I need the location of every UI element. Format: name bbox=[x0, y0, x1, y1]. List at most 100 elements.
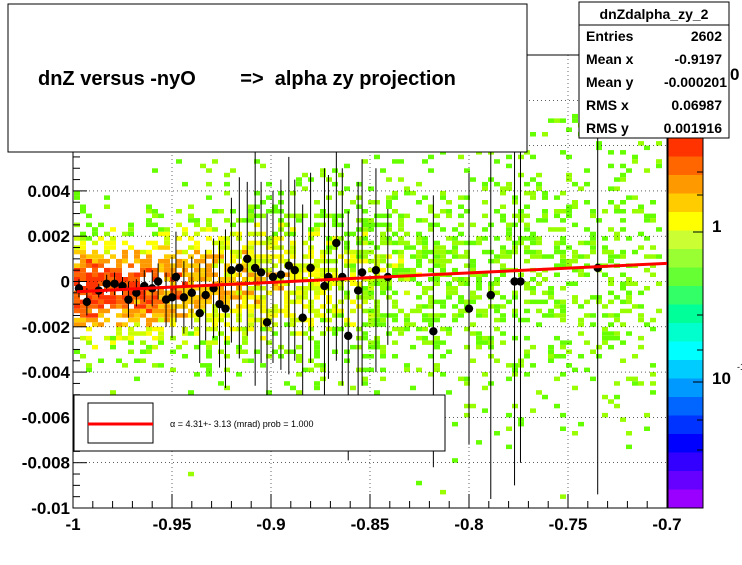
density-cell bbox=[74, 349, 80, 354]
density-cell bbox=[98, 322, 104, 327]
density-cell bbox=[332, 267, 338, 273]
density-cell bbox=[206, 354, 212, 359]
density-cell bbox=[506, 376, 512, 382]
density-cell bbox=[320, 367, 326, 373]
density-cell bbox=[614, 331, 620, 336]
density-cell bbox=[206, 272, 212, 277]
density-cell bbox=[602, 249, 608, 255]
profile-point bbox=[306, 263, 315, 273]
density-cell bbox=[638, 209, 644, 214]
density-cell bbox=[374, 299, 380, 305]
density-cell bbox=[110, 236, 116, 241]
palette-cell bbox=[668, 156, 703, 176]
density-cell bbox=[128, 313, 134, 318]
density-cell bbox=[272, 308, 278, 314]
density-cell bbox=[638, 335, 644, 341]
title-box: dnZ versus -nyO => alpha zy projection bbox=[7, 3, 528, 153]
density-cell bbox=[464, 403, 470, 409]
density-cell bbox=[494, 358, 500, 363]
density-cell bbox=[374, 263, 380, 268]
density-cell bbox=[344, 186, 350, 191]
density-cell bbox=[482, 186, 488, 191]
density-cell bbox=[152, 209, 158, 214]
density-cell bbox=[74, 195, 80, 200]
stats-entries-value: 2602 bbox=[691, 28, 722, 44]
density-cell bbox=[590, 209, 596, 214]
palette-cell bbox=[668, 323, 703, 342]
density-cell bbox=[368, 317, 374, 323]
x-tick-label: -0.95 bbox=[153, 515, 192, 534]
density-cell bbox=[176, 222, 182, 228]
profile-point bbox=[268, 272, 278, 282]
palette-cell bbox=[668, 397, 703, 416]
density-cell bbox=[566, 209, 572, 214]
density-cell bbox=[332, 331, 338, 336]
density-cell bbox=[602, 394, 608, 400]
density-cell bbox=[626, 290, 632, 296]
density-cell bbox=[374, 258, 380, 264]
density-cell bbox=[524, 222, 530, 228]
density-cell bbox=[434, 277, 440, 282]
density-cell bbox=[530, 190, 536, 196]
palette-cell bbox=[668, 304, 703, 324]
density-cell bbox=[158, 363, 164, 368]
density-cell bbox=[572, 258, 578, 264]
density-cell bbox=[560, 227, 566, 232]
density-cell bbox=[152, 299, 158, 305]
palette-cell bbox=[668, 138, 703, 157]
density-cell bbox=[590, 236, 596, 241]
density-cell bbox=[230, 249, 236, 255]
density-cell bbox=[128, 331, 134, 336]
density-cell bbox=[320, 254, 326, 259]
density-cell bbox=[392, 240, 398, 246]
density-cell bbox=[536, 218, 542, 223]
density-cell bbox=[242, 218, 248, 223]
density-cell bbox=[404, 322, 410, 327]
density-cell bbox=[122, 258, 128, 264]
density-cell bbox=[104, 258, 110, 264]
density-cell bbox=[482, 181, 488, 187]
density-cell bbox=[608, 249, 614, 255]
density-cell bbox=[266, 258, 272, 264]
density-cell bbox=[128, 308, 134, 314]
density-cell bbox=[530, 299, 536, 305]
density-cell bbox=[188, 204, 194, 209]
density-cell bbox=[158, 299, 164, 305]
density-cell bbox=[248, 286, 254, 291]
density-cell bbox=[194, 249, 200, 255]
density-cell bbox=[164, 290, 170, 296]
profile-point bbox=[153, 277, 163, 286]
density-cell bbox=[122, 308, 128, 314]
density-cell bbox=[158, 304, 164, 309]
density-cell bbox=[440, 258, 446, 264]
density-cell bbox=[440, 209, 446, 214]
density-cell bbox=[338, 213, 344, 219]
density-cell bbox=[536, 172, 542, 178]
density-cell bbox=[128, 245, 134, 250]
density-cell bbox=[506, 444, 512, 450]
density-cell bbox=[134, 358, 140, 363]
density-cell bbox=[440, 267, 446, 273]
density-cell bbox=[290, 290, 296, 296]
density-cell bbox=[164, 277, 170, 282]
density-cell bbox=[176, 295, 182, 300]
density-cell bbox=[224, 277, 230, 282]
density-cell bbox=[650, 317, 656, 323]
density-cell bbox=[368, 258, 374, 264]
density-cell bbox=[524, 204, 530, 209]
density-cell bbox=[536, 322, 542, 327]
density-cell bbox=[566, 213, 572, 219]
density-cell bbox=[230, 295, 236, 300]
density-cell bbox=[182, 331, 188, 336]
density-cell bbox=[176, 249, 182, 255]
density-cell bbox=[182, 326, 188, 332]
density-cell bbox=[374, 213, 380, 219]
density-cell bbox=[302, 331, 308, 336]
density-cell bbox=[560, 209, 566, 214]
density-cell bbox=[254, 222, 260, 228]
density-cell bbox=[86, 213, 92, 219]
density-cell bbox=[602, 326, 608, 332]
density-cell bbox=[206, 299, 212, 305]
density-cell bbox=[242, 249, 248, 255]
